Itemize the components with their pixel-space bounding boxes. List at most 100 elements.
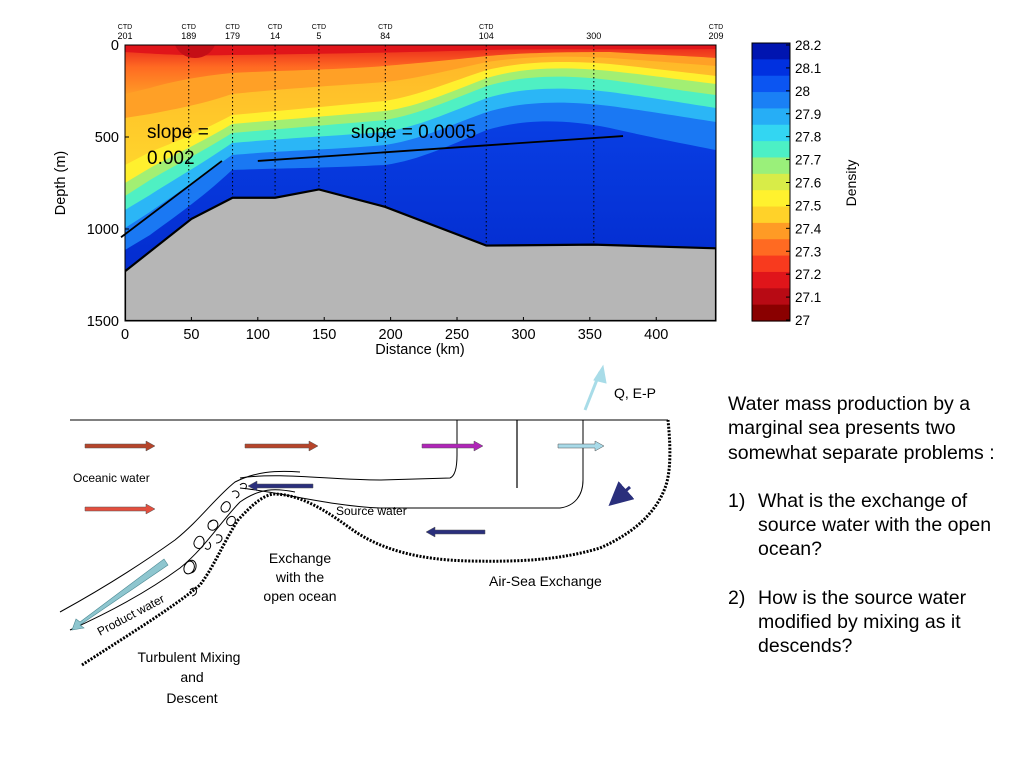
colorbar-tick-label: 27.6: [795, 176, 821, 191]
y-axis-title: Depth (m): [53, 151, 69, 215]
question-2-text: How is the source water modified by mixi…: [758, 586, 967, 658]
oceanic-arrow-upper-left: [84, 440, 156, 452]
colorbar-swatch: [752, 222, 790, 240]
mixing-label-line1: Turbulent Mixing: [138, 649, 241, 665]
colorbar-swatch: [752, 75, 790, 93]
oceanic-arrow-lower: [84, 503, 156, 515]
colorbar-swatch: [752, 141, 790, 159]
colorbar-swatch: [752, 43, 790, 60]
seafloor-area: [125, 188, 716, 321]
colorbar-ticks: 28.2 28.1 28 27.9 27.8 27.7 27.6 27.5 27.4 27.3 27…: [786, 38, 822, 328]
x-tick-label: 300: [511, 327, 535, 343]
axis-ticks: 0 50 100 150 200 250 300 350 400 0 500 1000 1500: [87, 38, 669, 343]
station-label-number: 5: [316, 31, 321, 41]
colorbar-tick-label: 28.1: [795, 61, 821, 76]
colorbar-tick-label: 27.2: [795, 267, 821, 282]
turbulent-eddies: [183, 482, 247, 597]
product-water-label: Product water: [95, 592, 167, 639]
source-channel-outer: [239, 420, 584, 509]
colorbar-swatches: [752, 43, 790, 322]
colorbar-swatch: [752, 92, 790, 110]
qep-label: Q, E-P: [614, 385, 656, 401]
station-label-number: 104: [479, 31, 494, 41]
slope-steep-label-line2: 0.002: [147, 148, 195, 169]
question-1-number: 1): [728, 489, 746, 512]
colorbar-tick-label: 27.7: [795, 153, 821, 168]
colorbar: 28.2 28.1 28 27.9 27.8 27.7 27.6 27.5 27.4 27.3 27…: [751, 38, 859, 328]
colorbar-tick-label: 27.9: [795, 107, 821, 122]
source-water-return-arrow: [425, 526, 486, 538]
y-tick-label: 500: [95, 130, 119, 146]
x-tick-label: 250: [445, 327, 469, 343]
explanation-panel: Water mass production by a marginal sea …: [728, 392, 1018, 683]
exchange-label-line2: with the: [275, 569, 324, 585]
product-flow-upper-boundary: [59, 470, 301, 613]
station-label-number: 84: [380, 31, 390, 41]
source-water-label: Source water: [336, 504, 407, 518]
mixing-label-line3: Descent: [166, 690, 217, 706]
product-water-arrow: [71, 558, 169, 631]
station-label-top: CTD: [709, 24, 723, 31]
station-label-top: CTD: [118, 24, 132, 31]
colorbar-swatch: [752, 206, 790, 224]
y-tick-label: 0: [111, 38, 119, 54]
colorbar-tick-label: 27.1: [795, 290, 821, 305]
colorbar-swatch: [752, 108, 790, 126]
colorbar-swatch: [752, 173, 790, 191]
slope-line: [257, 135, 624, 162]
oceanic-arrow-upper-right: [244, 440, 319, 452]
colorbar-tick-label: 27.4: [795, 221, 822, 236]
question-1: 1) What is the exchange of source water w…: [728, 489, 1018, 562]
colorbar-tick-label: 27.8: [795, 130, 821, 145]
exchange-return-arrow: [247, 480, 314, 492]
colorbar-tick-label: 27.5: [795, 198, 821, 213]
air-sea-exchange-label: Air-Sea Exchange: [489, 573, 602, 589]
question-2: 2) How is the source water modified by mi…: [728, 586, 1018, 659]
plot-frame: [124, 44, 717, 322]
y-tick-label: 1000: [87, 222, 119, 238]
station-label-top: CTD: [182, 24, 196, 31]
x-tick-label: 400: [644, 327, 668, 343]
surface-deepred-blob: [175, 45, 215, 58]
question-2-number: 2): [728, 586, 746, 609]
station-lines: [188, 45, 595, 246]
colorbar-swatch: [752, 271, 790, 289]
colorbar-swatch: [752, 255, 790, 273]
colorbar-tick-label: 28.2: [795, 38, 821, 53]
x-tick-label: 50: [183, 327, 199, 343]
slope-steep-label-line1: slope =: [147, 122, 209, 143]
source-channel-inner: [239, 420, 458, 481]
oceanic-water-label: Oceanic water: [73, 471, 150, 485]
x-tick-label: 100: [246, 327, 270, 343]
exchange-label-line3: open ocean: [263, 588, 336, 604]
colorbar-swatch: [752, 304, 790, 322]
marginal-sea-schematic: [59, 364, 672, 667]
station-label-top: CTD: [378, 24, 392, 31]
slope-line: [120, 160, 223, 238]
colorbar-swatch: [752, 288, 790, 306]
question-1-text: What is the exchange of source water wit…: [758, 489, 992, 561]
slope-lines: [120, 135, 624, 238]
source-inflow-arrow: [421, 440, 484, 452]
surface-outflow-arrow: [557, 440, 605, 452]
colorbar-swatch: [752, 239, 790, 257]
downwelling-arrow: [608, 481, 635, 506]
colorbar-swatch: [752, 157, 790, 175]
colorbar-title: Density: [843, 160, 859, 207]
station-label-number: 201: [117, 31, 132, 41]
x-axis-title: Distance (km): [375, 342, 464, 358]
station-label-number: 179: [225, 31, 240, 41]
station-label-top: CTD: [268, 24, 282, 31]
slope-gentle-label: slope = 0.0005: [351, 122, 476, 143]
mixing-label-line2: and: [180, 669, 203, 685]
x-tick-label: 0: [121, 327, 129, 343]
colorbar-tick-label: 27.3: [795, 244, 821, 259]
station-label-number: 189: [181, 31, 196, 41]
colorbar-swatch: [752, 59, 790, 77]
x-tick-label: 350: [578, 327, 602, 343]
qep-arrowhead: [593, 364, 607, 384]
station-label-number: 300: [586, 31, 601, 41]
y-tick-label: 1500: [87, 314, 119, 330]
station-label-number: 14: [270, 31, 280, 41]
